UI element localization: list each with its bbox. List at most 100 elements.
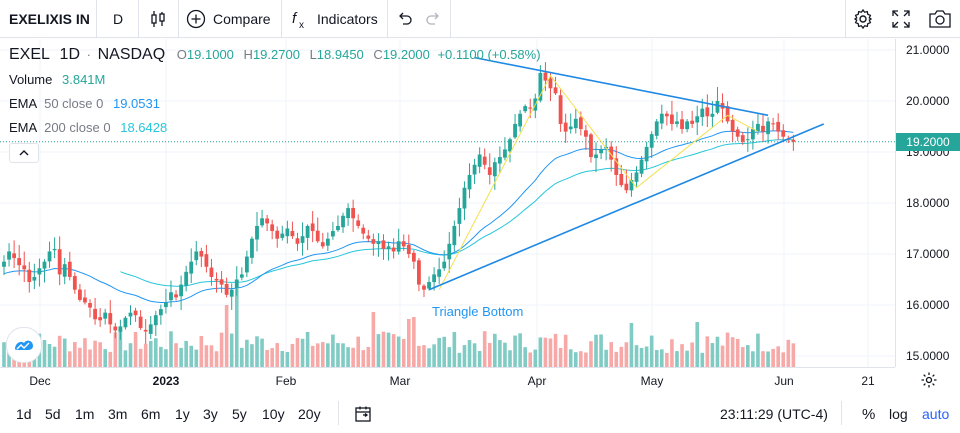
symbol-search-button[interactable]: EXELIXIS IN — [9, 11, 90, 27]
candle-body — [255, 225, 259, 240]
range-button-20y[interactable]: 20y — [298, 406, 321, 422]
legend-ticker[interactable]: EXEL — [9, 46, 50, 63]
candle-body — [209, 267, 214, 277]
auto-toggle[interactable]: auto — [922, 406, 950, 422]
indicators-button[interactable]: Indicators — [317, 11, 378, 27]
volume-bar — [209, 345, 214, 367]
candle-body — [336, 225, 340, 231]
volume-bar — [523, 347, 527, 367]
candle-body — [2, 261, 6, 267]
interval-button[interactable]: D — [113, 11, 124, 27]
volume-bar — [670, 339, 674, 367]
range-button-10y[interactable]: 10y — [262, 406, 285, 422]
candle-body — [244, 256, 249, 273]
range-button-3m[interactable]: 3m — [108, 406, 128, 422]
candle-body — [305, 225, 310, 238]
candle-body — [52, 248, 57, 251]
calendar-icon[interactable] — [352, 404, 374, 424]
volume-bar — [98, 342, 102, 367]
volume-bar — [118, 331, 123, 367]
volume-bar — [229, 333, 234, 367]
candle-body — [12, 253, 17, 259]
ema200-line — [120, 139, 794, 287]
volume-bar — [579, 351, 583, 367]
volume-bar — [685, 350, 689, 367]
range-button-1d[interactable]: 1d — [16, 406, 32, 422]
divider — [841, 401, 842, 425]
volume-bar — [204, 345, 209, 367]
ema50-legend[interactable]: EMA 50 close 0 19.0531 — [9, 96, 160, 111]
clock-readout[interactable]: 23:11:29 (UTC-4) — [720, 406, 828, 422]
candle-body — [219, 279, 224, 285]
candle-body — [649, 134, 654, 148]
volume-bar — [336, 343, 340, 367]
candles-icon[interactable] — [146, 7, 170, 31]
range-button-1y[interactable]: 1y — [175, 406, 190, 422]
low-label: L — [309, 47, 317, 62]
time-tick: Apr — [527, 374, 547, 388]
settings-icon[interactable] — [852, 8, 874, 30]
volume-bar — [599, 334, 603, 367]
volume-bar — [159, 346, 163, 367]
candle-body — [781, 130, 786, 137]
candle-body — [518, 113, 523, 127]
undo-icon[interactable] — [395, 9, 415, 29]
candle-body — [417, 260, 421, 285]
volume-bar — [776, 346, 780, 367]
fullscreen-icon[interactable] — [890, 8, 912, 30]
candle-body — [740, 135, 745, 142]
volume-bar — [219, 332, 224, 367]
candle-body — [548, 78, 553, 89]
resistance-trendline — [474, 56, 769, 117]
price-axis[interactable]: 21.0000 20.0000 19.0000 18.0000 17.0000 … — [895, 39, 960, 367]
logo-icon[interactable] — [6, 327, 42, 363]
volume-bar — [113, 332, 118, 367]
candle-body — [138, 316, 143, 328]
time-axis[interactable]: Dec 2023 Feb Mar Apr May Jun 21 — [0, 367, 895, 393]
volume-bar — [493, 333, 497, 367]
camera-icon[interactable] — [927, 8, 953, 30]
collapse-icon[interactable] — [9, 143, 39, 163]
candle-body — [675, 121, 679, 124]
volume-bar — [462, 345, 467, 367]
candle-body — [467, 174, 472, 190]
volume-bar — [791, 343, 796, 367]
range-button-3y[interactable]: 3y — [203, 406, 218, 422]
volume-bar — [320, 342, 325, 367]
compare-plus-icon[interactable] — [186, 9, 206, 29]
volume-bar — [331, 334, 335, 367]
ema50-value: 19.0531 — [112, 96, 160, 111]
range-button-6m[interactable]: 6m — [141, 406, 161, 422]
candle-body — [376, 241, 381, 245]
candle-body — [371, 239, 376, 244]
volume-bar — [513, 335, 517, 367]
volume-bar — [164, 349, 168, 367]
ema50-label: EMA — [9, 96, 37, 111]
volume-bar — [624, 342, 629, 367]
range-button-5d[interactable]: 5d — [45, 406, 61, 422]
compare-button[interactable]: Compare — [213, 11, 271, 27]
candle-body — [310, 223, 315, 232]
range-button-5y[interactable]: 5y — [232, 406, 247, 422]
log-toggle[interactable]: log — [889, 406, 908, 422]
volume-bar — [634, 345, 639, 367]
candle-body — [143, 329, 148, 332]
volume-bar — [675, 351, 679, 367]
candle-body — [771, 123, 776, 125]
volume-bar — [508, 350, 512, 367]
ema200-legend[interactable]: EMA 200 close 0 18.6428 — [9, 120, 167, 135]
redo-icon[interactable] — [423, 9, 443, 29]
symbol-legend: EXEL 1D · NASDAQ O19.1000 H19.2700 L18.9… — [9, 46, 541, 63]
volume-bar — [148, 340, 153, 367]
volume-bar — [720, 345, 725, 367]
price-tick: 15.0000 — [906, 349, 950, 363]
volume-bar — [660, 349, 664, 367]
percent-toggle[interactable]: % — [862, 406, 876, 423]
volume-legend[interactable]: Volume 3.841M — [9, 72, 105, 87]
ema50-params: 50 close 0 — [44, 96, 104, 111]
ema200-params: 200 close 0 — [44, 120, 111, 135]
candle-body — [614, 158, 619, 175]
axis-settings-icon[interactable] — [918, 370, 940, 390]
range-button-1m[interactable]: 1m — [75, 406, 95, 422]
